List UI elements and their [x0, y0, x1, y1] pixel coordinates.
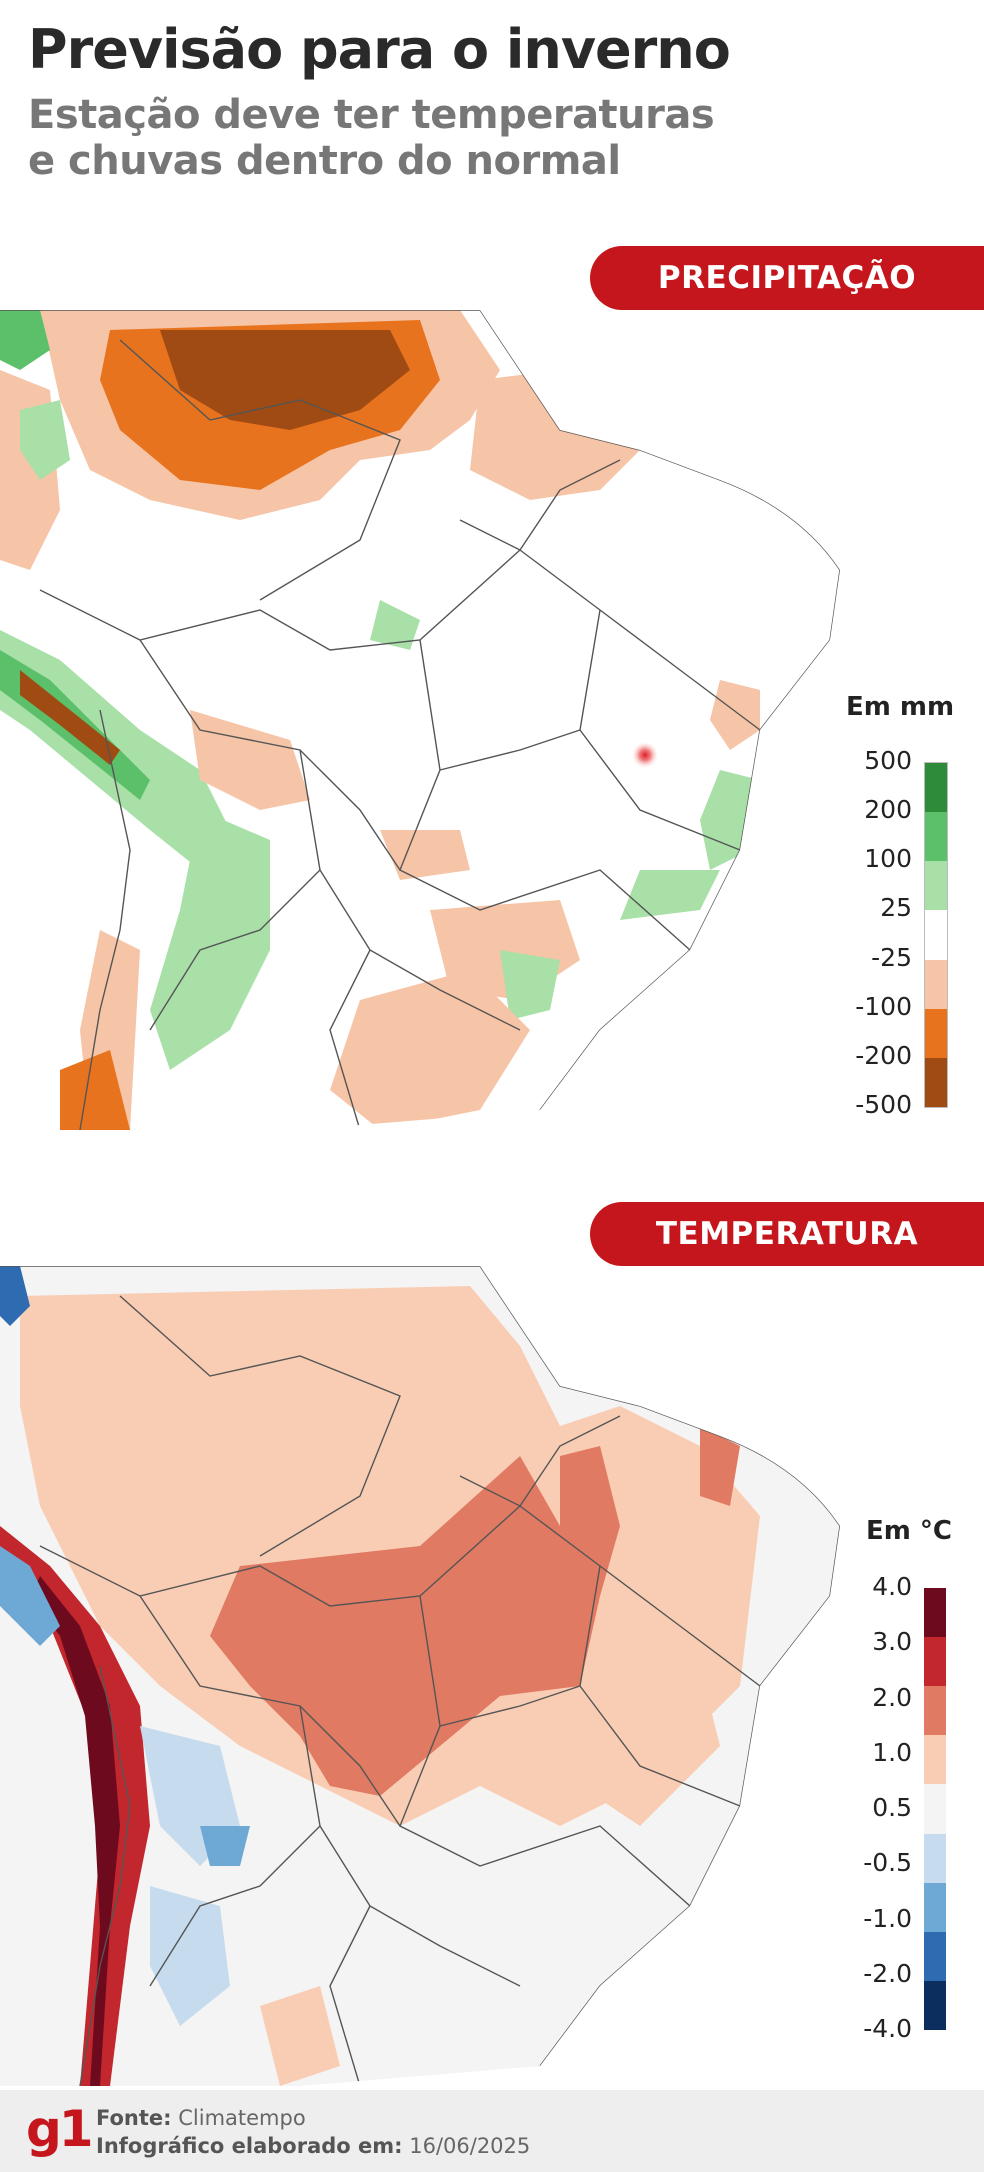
legend-tick-label: -1.0 [863, 1903, 912, 1933]
date-value: 16/06/2025 [409, 2134, 531, 2158]
legend-swatch [924, 1980, 946, 2030]
legend-tick-label: 0.5 [872, 1793, 912, 1822]
source-line: Fonte: Climatempo [96, 2106, 306, 2130]
precipitation-legend-bar [924, 762, 948, 1108]
legend-tick-label: 1.0 [872, 1737, 912, 1767]
page-title: Previsão para o inverno [28, 18, 731, 81]
legend-swatch [924, 1833, 946, 1883]
legend-swatch [925, 1057, 947, 1107]
legend-swatch [924, 1931, 946, 1981]
legend-swatch [925, 861, 947, 911]
legend-swatch [925, 1008, 947, 1058]
legend-tick-label: -2.0 [863, 1958, 912, 1988]
legend-swatch [925, 910, 947, 960]
temperature-legend-title: Em °C [866, 1516, 952, 1546]
legend-tick-label: -4.0 [863, 2014, 912, 2043]
precipitation-legend-title: Em mm [846, 692, 955, 722]
marker-dot [631, 741, 659, 769]
legend-tick-label: 3.0 [872, 1627, 912, 1657]
legend-swatch [925, 959, 947, 1009]
legend-tick-label: -200 [855, 1040, 912, 1070]
legend-swatch [925, 812, 947, 862]
legend-tick-label: 2.0 [872, 1682, 912, 1712]
temperature-banner: TEMPERATURA [590, 1202, 984, 1266]
page-subtitle: Estação deve ter temperaturas e chuvas d… [28, 92, 715, 184]
legend-tick-label: 200 [864, 795, 912, 825]
source-label: Fonte: [96, 2106, 172, 2130]
legend-tick-label: 4.0 [872, 1572, 912, 1601]
temperature-legend-bar [924, 1588, 946, 2030]
legend-tick-label: -0.5 [863, 1848, 912, 1878]
footer: g1 Fonte: Climatempo Infográfico elabora… [0, 2090, 984, 2172]
legend-swatch [924, 1784, 946, 1834]
legend-tick-label: 25 [880, 893, 912, 923]
legend-tick-label: -25 [871, 942, 912, 972]
date-label: Infográfico elaborado em: [96, 2134, 403, 2158]
legend-swatch [924, 1882, 946, 1932]
legend-swatch [924, 1637, 946, 1687]
legend-swatch [924, 1588, 946, 1638]
legend-tick-label: -500 [855, 1090, 912, 1119]
date-line: Infográfico elaborado em: 16/06/2025 [96, 2134, 530, 2158]
legend-swatch [924, 1686, 946, 1736]
legend-tick-label: 500 [864, 746, 912, 775]
temperature-map [0, 1266, 840, 2086]
source-value: Climatempo [178, 2106, 306, 2130]
legend-tick-label: 100 [864, 844, 912, 874]
legend-swatch [925, 763, 947, 813]
legend-swatch [924, 1735, 946, 1785]
legend-tick-label: -100 [855, 991, 912, 1021]
precipitation-banner: PRECIPITAÇÃO [590, 246, 984, 310]
g1-logo: g1 [26, 2100, 94, 2158]
precipitation-map [0, 310, 840, 1130]
